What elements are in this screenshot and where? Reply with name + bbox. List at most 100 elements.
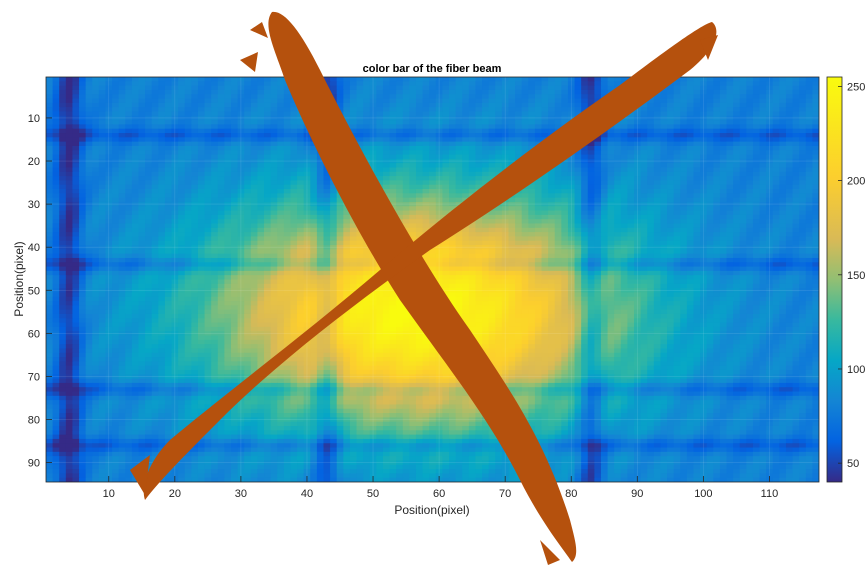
heat-cell <box>700 214 708 220</box>
heat-cell <box>389 124 397 130</box>
heat-cell <box>164 77 173 82</box>
heat-cell <box>581 150 589 156</box>
heat-cell <box>726 107 734 113</box>
heat-cell <box>600 214 609 220</box>
heat-cell <box>501 223 510 229</box>
heat-cell <box>158 89 166 95</box>
heat-cell <box>138 193 146 199</box>
heat-cell <box>581 77 589 82</box>
heat-cell <box>812 223 819 229</box>
heat-cell <box>435 128 444 134</box>
heat-cell <box>224 111 232 117</box>
heat-cell <box>752 236 761 242</box>
heat-cell <box>237 206 245 212</box>
heat-cell <box>515 197 523 203</box>
heat-cell <box>759 120 767 125</box>
heat-cell <box>191 124 199 130</box>
heat-cell <box>488 236 496 242</box>
heat-cell <box>65 253 74 259</box>
heat-cell <box>488 98 496 104</box>
heat-cell <box>667 163 675 169</box>
heat-cell <box>548 193 556 199</box>
heat-cell <box>297 137 305 143</box>
heat-cell <box>138 257 146 263</box>
heat-cell <box>482 171 490 177</box>
heat-cell <box>125 184 133 190</box>
heat-cell <box>270 227 278 233</box>
heat-cell <box>614 81 622 87</box>
heat-cell <box>52 201 60 207</box>
heat-cell <box>303 180 311 186</box>
heat-cell <box>746 253 754 259</box>
heat-cell <box>264 154 272 160</box>
heat-cell <box>449 98 457 104</box>
heat-cell <box>667 107 675 113</box>
heat-cell <box>409 85 417 91</box>
heat-cell <box>369 98 377 104</box>
heat-cell <box>515 115 523 121</box>
heat-cell <box>422 158 430 164</box>
heat-cell <box>640 210 648 216</box>
heat-cell <box>277 77 285 82</box>
heat-cell <box>191 120 199 125</box>
heat-cell <box>151 210 159 216</box>
heat-cell <box>772 98 780 104</box>
heat-cell <box>607 163 615 169</box>
heat-cell <box>449 102 457 108</box>
heat-cell <box>673 145 681 151</box>
heat-cell <box>515 245 523 250</box>
heat-cell <box>792 133 800 138</box>
heat-cell <box>224 206 232 212</box>
heat-cell <box>85 214 93 220</box>
heat-cell <box>105 137 113 143</box>
heat-cell <box>534 257 543 263</box>
heat-cell <box>435 81 444 87</box>
heat-cell <box>211 163 219 169</box>
heat-cell <box>627 120 635 125</box>
heat-cell <box>277 81 285 87</box>
heat-cell <box>197 102 206 108</box>
heat-cell <box>297 206 305 212</box>
heat-cell <box>244 102 252 108</box>
heat-cell <box>164 81 173 87</box>
heat-cell <box>733 163 741 169</box>
heat-cell <box>184 210 192 216</box>
heat-cell <box>634 193 642 199</box>
heat-cell <box>752 137 761 143</box>
heat-cell <box>686 89 695 95</box>
heat-cell <box>581 163 589 169</box>
heat-cell <box>706 206 714 212</box>
heat-cell <box>746 89 754 95</box>
heat-cell <box>85 171 93 177</box>
heat-cell <box>151 223 159 229</box>
heat-cell <box>98 77 107 82</box>
heat-cell <box>495 236 503 242</box>
heat-cell <box>482 214 490 220</box>
heat-cell <box>785 232 794 238</box>
heat-cell <box>237 94 245 100</box>
heat-cell <box>449 137 457 143</box>
heat-cell <box>409 128 417 134</box>
heat-cell <box>422 197 430 203</box>
heat-cell <box>739 128 747 134</box>
heat-cell <box>297 236 305 242</box>
heat-cell <box>224 145 232 151</box>
heat-cell <box>574 197 582 203</box>
heat-cell <box>673 171 681 177</box>
heat-cell <box>409 210 417 216</box>
heat-cell <box>343 236 351 242</box>
heat-cell <box>237 171 245 177</box>
heat-cell <box>812 133 819 138</box>
heat-cell <box>118 133 126 138</box>
heat-cell <box>244 236 252 242</box>
heat-cell <box>171 249 179 255</box>
heat-cell <box>131 184 140 190</box>
heat-cell <box>442 257 450 263</box>
heat-cell <box>79 189 87 194</box>
heat-cell <box>501 145 510 151</box>
heat-cell <box>548 77 556 82</box>
heat-cell <box>402 107 410 113</box>
heat-cell <box>660 219 668 225</box>
heat-cell <box>145 163 153 169</box>
heat-cell <box>250 85 259 91</box>
